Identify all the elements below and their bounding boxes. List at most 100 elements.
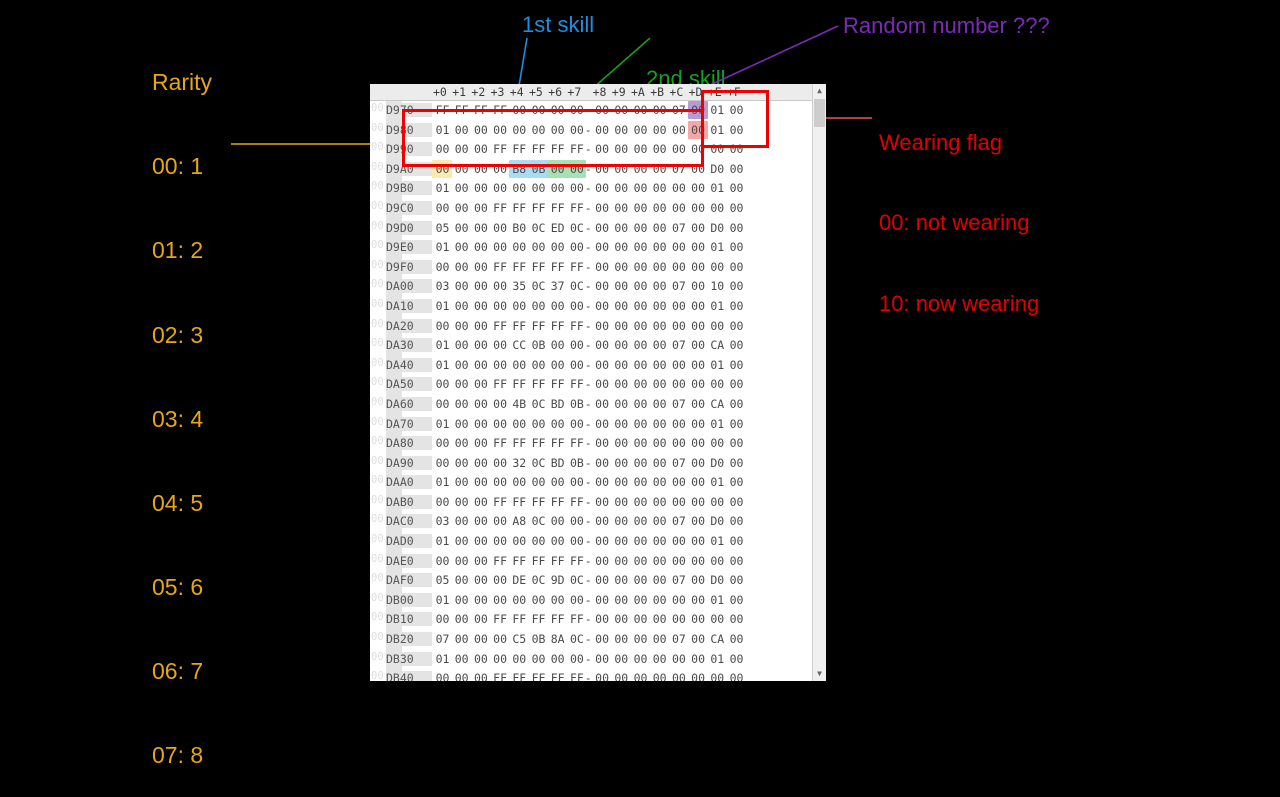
hex-row[interactable]: DA1001000000000000000000000000000100-...… — [370, 297, 826, 317]
hex-byte-cell[interactable]: 07 — [671, 220, 686, 235]
hex-byte-cell[interactable]: FF — [512, 142, 527, 157]
hex-byte-cell[interactable]: 00 — [729, 416, 744, 431]
hex-byte-cell[interactable]: 00 — [691, 122, 706, 137]
hex-byte-cell[interactable]: 00 — [652, 142, 667, 157]
hex-byte-cell[interactable]: 00 — [633, 553, 648, 568]
hex-byte-cell[interactable]: 00 — [595, 455, 610, 470]
hex-byte-cell[interactable]: FF — [493, 612, 508, 627]
hex-byte-cell[interactable]: 00 — [435, 436, 450, 451]
hex-row[interactable]: D9C0000000FFFFFFFFFF0000000000000000-...… — [370, 199, 826, 219]
hex-byte-cell[interactable]: FF — [531, 553, 546, 568]
hex-byte-cell[interactable]: 00 — [633, 279, 648, 294]
hex-byte-cell[interactable]: 01 — [435, 475, 450, 490]
hex-byte-cell[interactable]: 07 — [671, 161, 686, 176]
hex-byte-cell[interactable]: 00 — [569, 514, 584, 529]
hex-row[interactable]: D9A000000000B80B0000000000000700D000-...… — [370, 159, 826, 180]
hex-byte-cell[interactable]: 00 — [652, 377, 667, 392]
hex-byte-cell[interactable]: 00 — [652, 475, 667, 490]
hex-byte-cell[interactable]: 00 — [454, 455, 469, 470]
hex-byte-cell[interactable]: 00 — [729, 612, 744, 627]
hex-byte-cell[interactable]: 00 — [671, 436, 686, 451]
hex-byte-cell[interactable]: 00 — [633, 377, 648, 392]
hex-byte-cell[interactable]: 00 — [710, 494, 725, 509]
hex-byte-cell[interactable]: 00 — [512, 298, 527, 313]
hex-byte-cell[interactable]: 00 — [454, 318, 469, 333]
hex-byte-cell[interactable]: 00 — [531, 534, 546, 549]
hex-byte-cell[interactable]: 00 — [531, 103, 546, 117]
hex-byte-cell[interactable]: 00 — [493, 240, 508, 255]
hex-byte-cell[interactable]: 00 — [633, 103, 648, 117]
hex-row[interactable]: DA50000000FFFFFFFFFF0000000000000000-...… — [370, 375, 826, 395]
hex-byte-cell[interactable]: 01 — [710, 592, 725, 607]
scrollbar-thumb[interactable] — [814, 99, 825, 127]
hex-byte-cell[interactable]: FF — [569, 200, 584, 215]
hex-byte-cell[interactable]: 00 — [550, 240, 565, 255]
hex-byte-cell[interactable]: FF — [493, 494, 508, 509]
hex-byte-cell[interactable]: 00 — [691, 338, 706, 353]
hex-byte-cell[interactable]: 07 — [671, 396, 686, 411]
hex-byte-cell[interactable]: 0C — [531, 514, 546, 529]
hex-byte-cell[interactable]: 00 — [671, 240, 686, 255]
hex-byte-cell[interactable]: 00 — [614, 161, 629, 176]
hex-byte-cell[interactable]: 00 — [550, 651, 565, 666]
hex-byte-cell[interactable]: 00 — [493, 181, 508, 196]
hex-byte-cell[interactable]: 00 — [633, 514, 648, 529]
hex-byte-cell[interactable]: 00 — [435, 200, 450, 215]
hex-byte-cell[interactable]: FF — [493, 142, 508, 157]
hex-byte-cell[interactable]: 00 — [710, 142, 725, 157]
hex-byte-cell[interactable]: FF — [550, 671, 565, 681]
hex-byte-cell[interactable]: 00 — [633, 436, 648, 451]
hex-row[interactable]: D9B001000000000000000000000000000100-...… — [370, 179, 826, 199]
hex-byte-cell[interactable]: FF — [531, 494, 546, 509]
hex-byte-cell[interactable]: 00 — [550, 338, 565, 353]
hex-byte-cell[interactable]: 00 — [550, 103, 565, 117]
hex-byte-cell[interactable]: 00 — [595, 573, 610, 588]
hex-byte-cell[interactable]: 00 — [710, 436, 725, 451]
hex-byte-cell[interactable]: 00 — [633, 298, 648, 313]
hex-byte-cell[interactable]: FF — [569, 494, 584, 509]
hex-byte-cell[interactable]: 01 — [710, 103, 725, 117]
hex-byte-cell[interactable]: 00 — [454, 416, 469, 431]
hex-byte-cell[interactable]: 0B — [531, 338, 546, 353]
hex-byte-cell[interactable]: 00 — [473, 651, 488, 666]
hex-byte-cell[interactable]: 00 — [595, 200, 610, 215]
hex-byte-cell[interactable]: 00 — [595, 534, 610, 549]
hex-byte-cell[interactable]: 00 — [454, 396, 469, 411]
hex-byte-cell[interactable]: 00 — [614, 612, 629, 627]
hex-byte-cell[interactable]: 0C — [531, 396, 546, 411]
hex-byte-cell[interactable]: 07 — [671, 103, 686, 117]
hex-byte-cell[interactable]: 00 — [671, 475, 686, 490]
hex-byte-cell[interactable]: 00 — [493, 220, 508, 235]
vertical-scrollbar[interactable]: ▲ ▼ — [812, 84, 826, 681]
hex-byte-cell[interactable]: 00 — [691, 259, 706, 274]
hex-byte-cell[interactable]: 00 — [569, 338, 584, 353]
hex-row[interactable]: DB40000000FFFFFFFFFF0000000000000000-...… — [370, 669, 826, 681]
hex-byte-cell[interactable]: 00 — [473, 436, 488, 451]
hex-byte-cell[interactable]: 00 — [454, 377, 469, 392]
hex-byte-cell[interactable]: FF — [512, 259, 527, 274]
hex-byte-cell[interactable]: 07 — [671, 338, 686, 353]
hex-byte-cell[interactable]: 00 — [569, 122, 584, 137]
hex-byte-cell[interactable]: 00 — [569, 357, 584, 372]
hex-byte-cell[interactable]: 00 — [595, 103, 610, 117]
hex-byte-cell[interactable]: FF — [493, 318, 508, 333]
hex-byte-cell[interactable]: 0C — [569, 220, 584, 235]
hex-byte-cell[interactable]: 07 — [671, 573, 686, 588]
hex-byte-cell[interactable]: C5 — [512, 632, 527, 647]
hex-byte-cell[interactable]: 00 — [569, 103, 584, 117]
hex-byte-cell[interactable]: 00 — [473, 612, 488, 627]
hex-byte-cell[interactable]: 00 — [595, 436, 610, 451]
hex-byte-cell[interactable]: 00 — [691, 396, 706, 411]
hex-byte-cell[interactable]: 00 — [435, 161, 450, 176]
hex-byte-cell[interactable]: 00 — [454, 161, 469, 176]
hex-byte-cell[interactable]: 0B — [569, 455, 584, 470]
hex-byte-cell[interactable]: 01 — [435, 298, 450, 313]
hex-byte-cell[interactable]: 00 — [531, 181, 546, 196]
hex-byte-cell[interactable]: 07 — [671, 514, 686, 529]
hex-byte-cell[interactable]: 00 — [710, 200, 725, 215]
hex-row[interactable]: D990000000FFFFFFFFFF0000000000000000-...… — [370, 140, 826, 160]
hex-byte-cell[interactable]: 00 — [614, 494, 629, 509]
hex-byte-cell[interactable]: 00 — [633, 592, 648, 607]
hex-byte-cell[interactable]: 00 — [493, 396, 508, 411]
hex-byte-cell[interactable]: 00 — [671, 259, 686, 274]
